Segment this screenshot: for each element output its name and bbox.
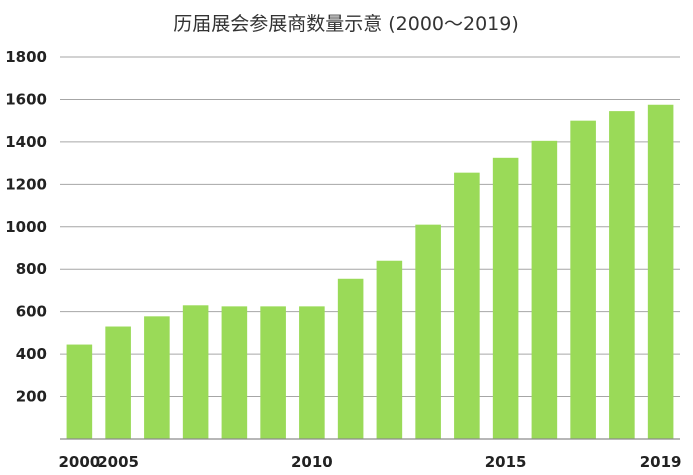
bar-2007	[182, 305, 209, 439]
chart-title: 历届展会参展商数量示意 (2000～2019)	[173, 13, 519, 35]
y-tick-label: 1400	[5, 133, 47, 151]
bar-2014	[454, 172, 480, 439]
x-tick-label: 2019	[640, 453, 682, 471]
y-tick-label: 1000	[5, 218, 47, 236]
bar-2019	[647, 104, 674, 439]
y-tick-label: 200	[16, 388, 47, 406]
x-tick-label: 2015	[485, 453, 527, 471]
bar-2008	[221, 306, 248, 439]
bar-2010	[299, 306, 325, 439]
x-tick-label: 2010	[291, 453, 333, 471]
y-tick-label: 1800	[5, 48, 47, 66]
y-axis-ticks: 200 400 600 800 1000 1200 1400 1600 1800	[5, 48, 47, 406]
y-tick-label: 600	[16, 303, 47, 321]
bar-2018	[609, 111, 635, 439]
y-tick-label: 1600	[5, 90, 47, 108]
bar-2005	[105, 326, 131, 439]
x-tick-label: 2005	[97, 453, 139, 471]
y-tick-label: 1200	[5, 175, 47, 193]
bar-2000	[66, 344, 93, 439]
y-tick-label: 400	[16, 345, 47, 363]
bar-2015	[492, 157, 519, 440]
bars	[66, 104, 674, 440]
x-tick-label: 2000	[59, 453, 101, 471]
bar-2012	[376, 260, 403, 439]
bar-2016	[531, 140, 558, 440]
bar-2011	[337, 278, 364, 439]
bar-2013	[415, 224, 441, 439]
bar-2017	[570, 120, 596, 440]
bar-2009	[260, 306, 286, 439]
y-tick-label: 800	[16, 260, 47, 278]
bar-2006	[144, 316, 170, 439]
